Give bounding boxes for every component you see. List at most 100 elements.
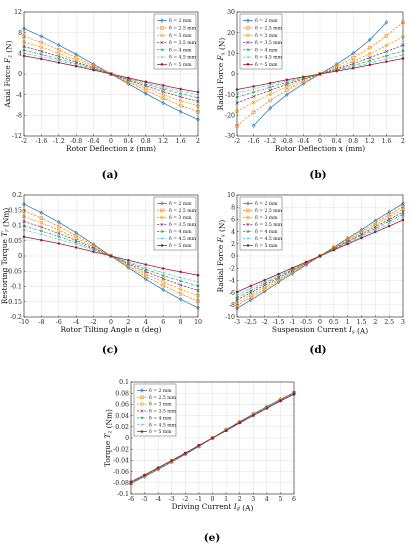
data-point-d-6-8 <box>346 242 349 246</box>
data-point-b-2-9 <box>384 43 389 48</box>
x-tick-label-c-1: -8 <box>38 319 44 326</box>
data-point-c-0-4 <box>91 242 96 247</box>
legend-label-e-1: δ = 2.5 mm <box>149 395 177 401</box>
legend-marker-e-1 <box>140 395 144 400</box>
data-point-c-6-1 <box>40 238 43 242</box>
legend-label-d-1: δ = 2.5 mm <box>255 208 283 214</box>
x-tick-label-d-9: 1.5 <box>357 319 367 326</box>
data-point-a-0-7 <box>143 91 148 96</box>
x-tick-label-d-10: 2 <box>373 319 377 326</box>
y-tick-label-c-1: -0.15 <box>6 299 22 306</box>
data-point-c-3-2 <box>57 231 61 236</box>
y-axis-label-a: Axial Force Fz (N) <box>3 40 14 108</box>
data-point-d-5-11 <box>387 222 391 226</box>
data-point-a-4-7 <box>144 82 148 86</box>
x-axis-label-b: Rotor Deflection x (mm) <box>275 144 365 153</box>
data-point-c-1-7 <box>144 274 148 279</box>
series-e-5-mm <box>129 393 296 483</box>
data-point-b-2-2 <box>268 92 272 96</box>
data-point-b-5-9 <box>384 57 388 61</box>
data-point-a-4-8 <box>161 87 165 91</box>
data-point-d-6-9 <box>360 236 363 240</box>
y-tick-label-e-1: -0.08 <box>113 480 129 487</box>
data-point-a-1-2 <box>57 47 61 52</box>
legend-label-e-3: δ = 3.5 mm <box>149 409 177 415</box>
data-point-c-3-8 <box>161 276 165 281</box>
data-point-c-4-1 <box>39 229 43 233</box>
y-tick-label-c-3: -0.05 <box>6 268 22 275</box>
data-point-c-2-3 <box>74 236 78 240</box>
y-tick-label-a-3: 0 <box>18 71 22 78</box>
y-tick-label-e-3: -0.04 <box>113 458 129 465</box>
legend-label-e-6: δ = 5 mm <box>149 429 172 435</box>
data-point-d-4-11 <box>387 219 391 223</box>
data-point-a-4-2 <box>57 57 61 61</box>
legend-marker-b-3 <box>246 40 250 45</box>
y-tick-label-c-5: 0.05 <box>8 238 22 245</box>
data-point-c-6-7 <box>144 263 148 266</box>
x-tick-label-d-11: 2.5 <box>384 319 394 326</box>
legend-marker-a-4 <box>160 48 164 52</box>
legend-label-a-0: δ = 2 mm <box>169 18 192 24</box>
legend-label-a-1: δ = 2.5 mm <box>169 26 197 32</box>
x-axis-label-c: Rotor Tilting Angle α (deg) <box>60 325 161 334</box>
series-line-c-5 <box>23 229 199 283</box>
legend-label-c-2: δ = 3 mm <box>169 215 192 221</box>
data-point-d-6-6 <box>318 254 322 258</box>
data-point-d-1-1 <box>249 295 253 300</box>
series-a-5-mm <box>22 54 200 94</box>
x-tick-label-d-7: 0.5 <box>329 319 339 326</box>
legend-label-c-1: δ = 2.5 mm <box>169 208 197 214</box>
chart-panel-e: (e) -6 -5 -4 -3 -2 -1 0 1 2 3 4 5 6 -0.1 -0.08 -0.06 -0.… <box>103 379 296 544</box>
data-point-d-6-1 <box>249 284 253 288</box>
panel-label-c: (c) <box>102 344 118 356</box>
data-point-d-6-10 <box>374 230 377 234</box>
x-tick-label-a-10: 2 <box>196 138 200 145</box>
data-point-a-3-1 <box>39 49 44 53</box>
data-point-d-1-2 <box>262 287 267 291</box>
legend-marker-d-5 <box>246 237 250 240</box>
x-tick-label-e-11: 5 <box>278 496 282 503</box>
legend-label-e-4: δ = 4 mm <box>149 415 172 421</box>
data-point-a-1-6 <box>126 80 131 84</box>
y-tick-label-c-6: 0.1 <box>12 223 22 230</box>
data-point-d-6-11 <box>387 224 391 228</box>
data-point-c-5-3 <box>74 242 78 246</box>
legend-label-b-0: δ = 2 mm <box>255 18 278 24</box>
panel-label-d: (d) <box>309 344 326 356</box>
legend-label-d-5: δ = 4.5 mm <box>255 236 283 242</box>
x-tick-label-a-7: 0.8 <box>141 138 151 145</box>
data-point-b-5-1 <box>252 87 256 91</box>
legend-marker-e-5 <box>140 423 144 427</box>
y-tick-label-a-2: -4 <box>16 92 22 99</box>
data-point-b-2-8 <box>368 52 372 56</box>
data-point-c-1-1 <box>39 216 44 220</box>
legend-marker-a-0 <box>160 18 164 23</box>
data-point-b-6-2 <box>268 81 272 85</box>
legend-marker-b-4 <box>246 48 250 52</box>
legend-marker-e-2 <box>140 402 144 406</box>
legend-label-b-5: δ = 4.5 mm <box>255 55 283 61</box>
data-point-d-6-2 <box>263 278 266 282</box>
data-point-a-1-7 <box>144 88 148 93</box>
data-point-a-6-8 <box>161 84 165 87</box>
data-point-b-4-8 <box>368 59 372 63</box>
legend-marker-a-2 <box>160 33 164 37</box>
data-point-d-6-5 <box>304 260 308 264</box>
legend-marker-e-4 <box>140 416 144 420</box>
x-tick-label-e-0: -6 <box>128 496 134 503</box>
data-point-b-3-8 <box>368 56 372 60</box>
data-point-b-4-2 <box>268 85 272 89</box>
x-tick-label-c-10: 10 <box>194 319 202 326</box>
data-point-e-6-6 <box>211 436 214 440</box>
data-point-a-2-3 <box>74 58 78 62</box>
chart-panel-b: (b) -2 -1.6 -1.2 -0.8 -0.4 0 0.4 0.8 1.2 1.6 2 -30 -… <box>216 9 405 181</box>
y-tick-label-d-5: 0 <box>231 253 235 260</box>
data-point-a-6-9 <box>179 87 182 91</box>
data-point-b-1-2 <box>268 98 272 103</box>
legend-label-a-4: δ = 4 mm <box>169 47 192 53</box>
legend-marker-e-6 <box>140 430 144 433</box>
data-point-a-1-3 <box>74 55 78 60</box>
y-axis-label-b: Radial Force Fx (N) <box>216 38 227 111</box>
